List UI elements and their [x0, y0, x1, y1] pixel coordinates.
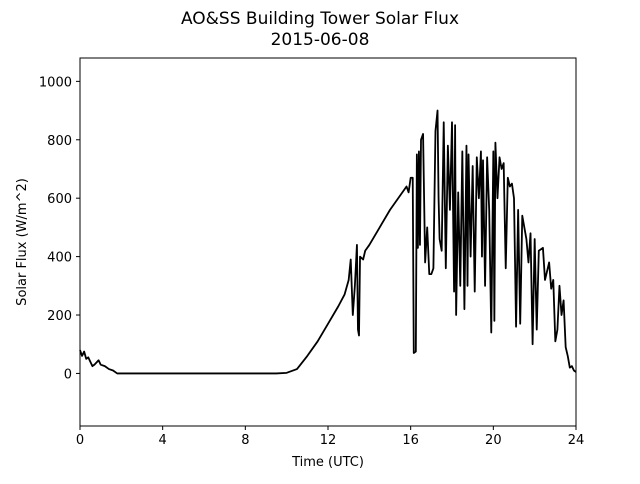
x-tick-label: 16: [402, 433, 419, 448]
x-tick-label: 0: [76, 433, 84, 448]
x-tick-label: 20: [485, 433, 502, 448]
y-axis-label: Solar Flux (W/m^2): [15, 178, 30, 306]
y-tick-label: 0: [64, 367, 72, 382]
x-tick-label: 4: [159, 433, 167, 448]
y-tick-label: 1000: [39, 75, 72, 90]
plot-frame: [79, 57, 577, 427]
x-tick-label: 12: [320, 433, 337, 448]
x-tick-label: 8: [241, 433, 249, 448]
y-tick-label: 400: [47, 251, 72, 266]
y-tick-label: 600: [47, 192, 72, 207]
chart-subtitle: 2015-06-08: [271, 30, 370, 50]
y-tick-label: 800: [47, 134, 72, 149]
y-tick-label: 200: [47, 309, 72, 324]
chart-title: AO&SS Building Tower Solar Flux: [181, 9, 459, 29]
x-axis-label: Time (UTC): [291, 455, 364, 470]
line-series: [79, 109, 577, 375]
x-tick-label: 24: [568, 433, 585, 448]
